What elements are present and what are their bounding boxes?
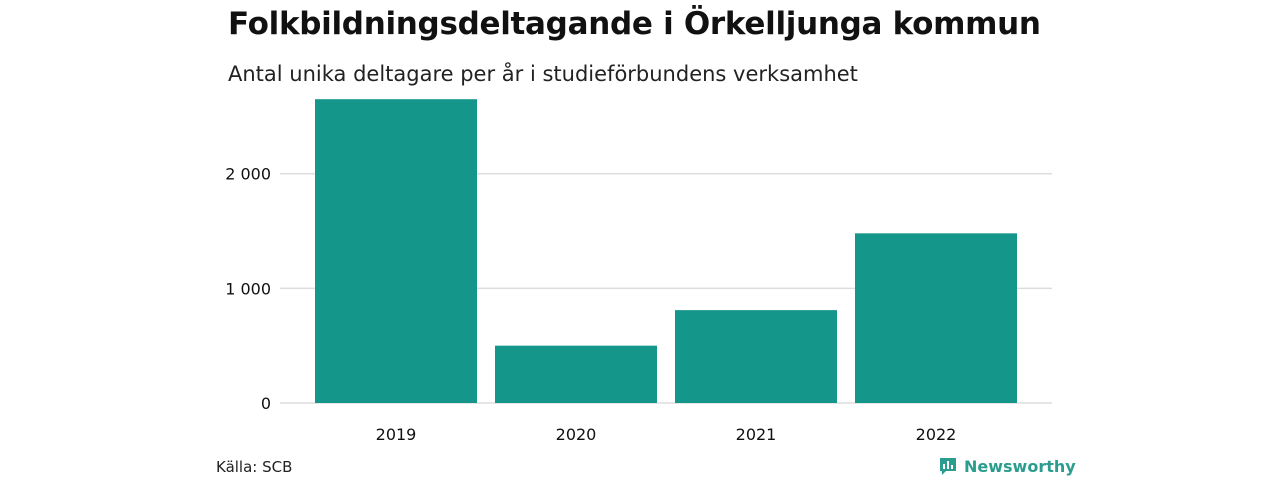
chart-title: Folkbildningsdeltagande i Örkelljunga ko… bbox=[228, 6, 1041, 42]
bar-2020 bbox=[495, 345, 657, 403]
bar-layer bbox=[315, 99, 1017, 404]
bar-chart-logo-icon bbox=[940, 458, 956, 475]
y-tick-label: 0 bbox=[261, 394, 271, 413]
y-axis-ticks: 0 1 000 2 000 bbox=[225, 165, 271, 413]
bar-2019 bbox=[315, 99, 477, 404]
brand-name: Newsworthy bbox=[964, 456, 1076, 476]
source-note: Källa: SCB bbox=[216, 458, 293, 476]
x-tick-label: 2021 bbox=[736, 425, 777, 444]
y-tick-label: 2 000 bbox=[225, 165, 271, 184]
x-tick-label: 2020 bbox=[556, 425, 597, 444]
x-tick-label: 2019 bbox=[376, 425, 417, 444]
bar-2021 bbox=[675, 310, 837, 403]
y-tick-label: 1 000 bbox=[225, 279, 271, 298]
bar-2022 bbox=[855, 233, 1017, 403]
x-axis-ticks: 2019 2020 2021 2022 bbox=[376, 425, 957, 444]
chart-subtitle: Antal unika deltagare per år i studieför… bbox=[228, 62, 858, 86]
x-tick-label: 2022 bbox=[916, 425, 957, 444]
brand-logo: Newsworthy bbox=[938, 456, 1076, 476]
